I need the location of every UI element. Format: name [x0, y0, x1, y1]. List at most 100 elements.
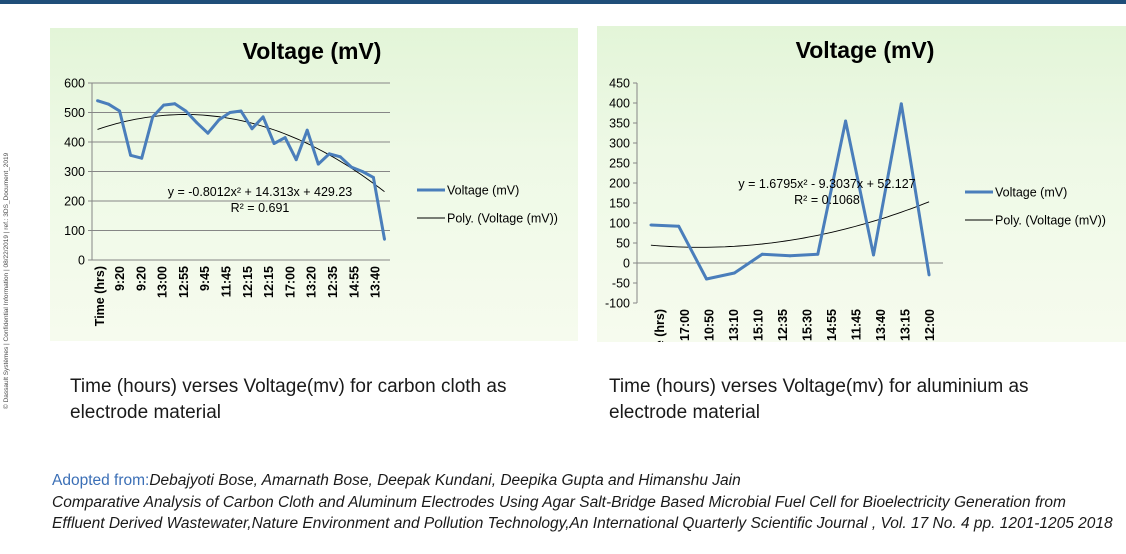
trend-equation: y = 1.6795x² - 9.3037x + 52.127 [738, 177, 915, 191]
data-point [162, 103, 166, 107]
x-tick-label: 9:20 [113, 266, 127, 291]
data-point [272, 142, 276, 145]
data-point [361, 170, 364, 173]
y-tick-label: 150 [609, 197, 630, 211]
y-tick-label: 400 [64, 136, 85, 150]
data-point [677, 224, 681, 228]
x-tick-label: 14:55 [825, 309, 839, 341]
data-point [118, 109, 121, 113]
aluminium-voltage-chart: Voltage (mV) -100 -50 0 50 100 150 200 250 300 350… [597, 26, 1126, 342]
trendline [650, 201, 930, 248]
data-point [206, 131, 210, 135]
x-tick-label: 14:55 [347, 266, 361, 298]
citation-authors: Debajyoti Bose, Amarnath Bose, Deepak Ku… [149, 472, 741, 489]
data-point [899, 102, 903, 106]
data-point [649, 223, 653, 227]
series-line [97, 99, 386, 240]
data-point [316, 162, 320, 166]
data-point [250, 127, 254, 131]
x-tick-label: 12:15 [241, 266, 255, 298]
y-tick-label: 400 [609, 97, 630, 111]
data-point [261, 115, 265, 119]
citation-details: Comparative Analysis of Carbon Cloth and… [52, 493, 1113, 533]
data-point [788, 254, 792, 258]
data-point [372, 176, 375, 179]
y-tick-label: 100 [609, 217, 630, 231]
x-tick-label: 12:00 [923, 309, 937, 341]
data-point [705, 277, 708, 281]
citation: Adopted from:Debajyoti Bose, Amarnath Bo… [52, 470, 1122, 535]
y-tick-label: 0 [623, 257, 630, 271]
y-tick-label: 200 [64, 195, 85, 209]
legend-series-label: Voltage (mV) [995, 186, 1067, 200]
x-tick-label: 13:10 [727, 309, 741, 341]
data-point [305, 128, 309, 132]
data-point [228, 111, 232, 114]
data-point [327, 152, 331, 156]
x-tick-label: 13:40 [874, 309, 888, 341]
top-accent-bar [0, 0, 1126, 4]
data-point [217, 118, 221, 122]
x-tick-label: 9:20 [134, 266, 148, 291]
data-point [129, 153, 132, 157]
y-tick-label: 100 [64, 224, 85, 238]
x-tick-label: 12:15 [262, 266, 276, 298]
x-tick-label: 15:30 [801, 309, 815, 341]
x-tick-label: 11:45 [850, 309, 864, 340]
x-tick-label: 10:50 [703, 309, 717, 341]
x-tick-label: 12:35 [326, 266, 340, 298]
y-tick-label: 350 [609, 117, 630, 131]
y-tick-label: 450 [609, 77, 630, 91]
aluminium-caption: Time (hours) verses Voltage(mv) for alum… [609, 376, 1029, 423]
data-point [733, 271, 736, 275]
data-point [294, 158, 298, 162]
x-tick-label: 11:45 [220, 266, 234, 297]
legend-series-label: Voltage (mV) [447, 184, 519, 198]
carbon-cloth-chart-svg: Voltage (mV) 0 100 200 300 400 500 600 Time (hrs… [64, 38, 558, 326]
chart-title: Voltage (mV) [243, 38, 382, 64]
y-tick-label: -50 [612, 277, 630, 291]
data-point [184, 109, 188, 113]
trend-r-squared: R² = 0.1068 [794, 193, 860, 207]
data-point [760, 252, 764, 256]
x-tick-label: 13:20 [305, 266, 319, 298]
data-point [96, 99, 99, 103]
x-tick-label: 15:10 [752, 309, 766, 341]
side-confidential-note: © Dassault Systèmes | Confidential Infor… [3, 152, 10, 409]
carbon-cloth-voltage-chart: Voltage (mV) 0 100 200 300 400 500 600 Time (hrs… [50, 28, 578, 341]
x-tick-label: 17:00 [283, 266, 297, 298]
chart-title: Voltage (mV) [796, 37, 935, 63]
legend-trend-label: Poly. (Voltage (mV)) [995, 214, 1106, 228]
data-point [140, 156, 144, 160]
data-point [173, 102, 177, 106]
data-point [151, 115, 155, 119]
trend-equation: y = -0.8012x² + 14.313x + 429.23 [168, 185, 353, 199]
y-tick-label: 300 [64, 165, 85, 179]
data-point [383, 237, 386, 241]
data-point [816, 252, 820, 256]
y-tick-label: 250 [609, 157, 630, 171]
data-point [107, 102, 110, 106]
x-tick-label: 12:55 [177, 266, 191, 298]
x-tick-label: 17:00 [678, 309, 692, 341]
data-point [283, 136, 287, 139]
data-point [195, 121, 199, 125]
y-tick-label: 50 [616, 237, 630, 251]
y-tick-label: 500 [64, 106, 85, 120]
x-tick-label: 9:45 [198, 266, 212, 291]
aluminium-chart-svg: Voltage (mV) -100 -50 0 50 100 150 200 250 300 350… [605, 37, 1106, 342]
data-point [338, 155, 342, 159]
data-point [927, 273, 931, 277]
x-tick-label: 13:00 [156, 266, 170, 298]
y-tick-label: 0 [78, 254, 85, 268]
y-tick-label: 600 [64, 77, 85, 91]
x-tick-label: 12:35 [776, 309, 790, 341]
y-tick-label: 300 [609, 137, 630, 151]
y-tick-label: -100 [605, 297, 630, 311]
x-tick-label: 13:40 [369, 266, 383, 298]
x-axis-title: Time (hrs) [653, 309, 667, 342]
legend-trend-label: Poly. (Voltage (mV)) [447, 212, 558, 226]
trendline [97, 114, 385, 193]
data-point [350, 165, 353, 169]
x-axis-title: Time (hrs) [93, 266, 107, 326]
